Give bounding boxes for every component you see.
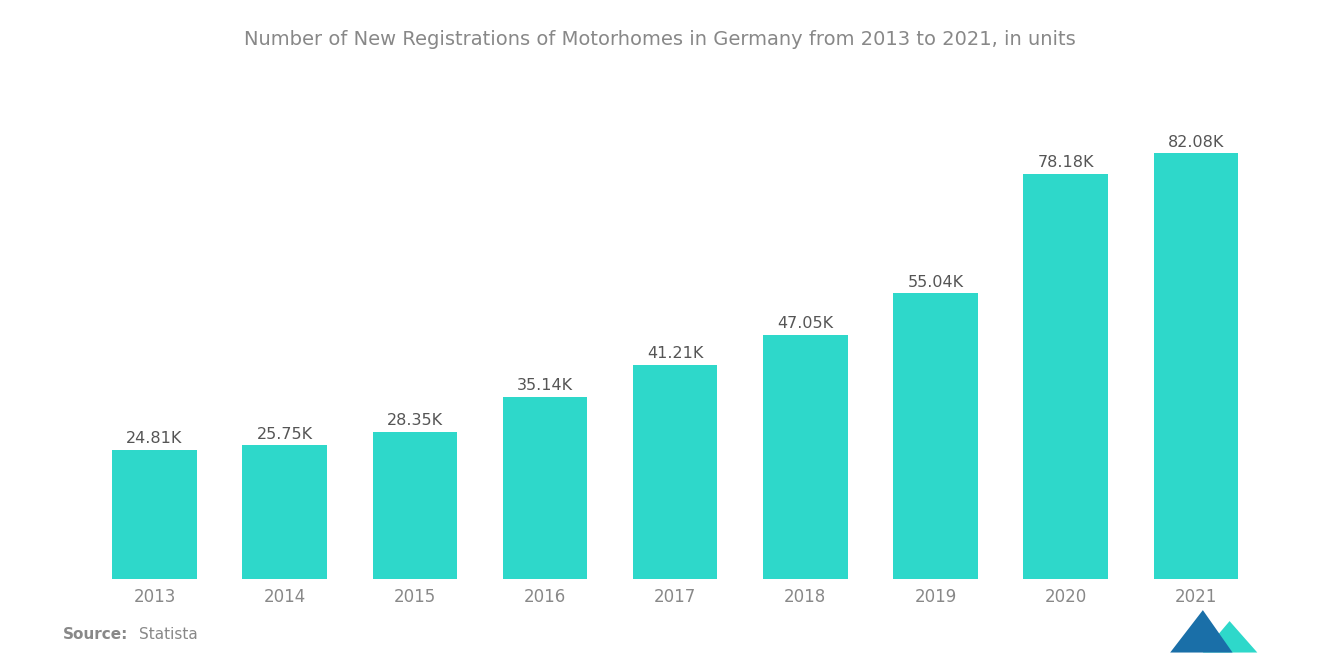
Text: 55.04K: 55.04K xyxy=(907,275,964,290)
Text: Number of New Registrations of Motorhomes in Germany from 2013 to 2021, in units: Number of New Registrations of Motorhome… xyxy=(244,30,1076,49)
Bar xyxy=(894,293,978,579)
Text: 24.81K: 24.81K xyxy=(127,432,182,446)
Polygon shape xyxy=(1203,621,1257,652)
Text: 35.14K: 35.14K xyxy=(517,378,573,393)
Bar xyxy=(632,365,718,579)
Bar xyxy=(372,432,457,579)
Text: 28.35K: 28.35K xyxy=(387,413,444,428)
Text: 47.05K: 47.05K xyxy=(777,316,833,331)
Bar xyxy=(503,396,587,579)
Text: 25.75K: 25.75K xyxy=(256,426,313,442)
Bar xyxy=(763,335,847,579)
Bar xyxy=(243,445,327,579)
Bar xyxy=(1154,154,1238,579)
Bar xyxy=(1023,174,1107,579)
Bar xyxy=(112,450,197,579)
Text: 78.18K: 78.18K xyxy=(1038,155,1094,170)
Text: 41.21K: 41.21K xyxy=(647,346,704,362)
Polygon shape xyxy=(1171,610,1233,652)
Text: Source:: Source: xyxy=(63,626,129,642)
Text: Statista: Statista xyxy=(139,626,198,642)
Text: 82.08K: 82.08K xyxy=(1168,135,1224,150)
